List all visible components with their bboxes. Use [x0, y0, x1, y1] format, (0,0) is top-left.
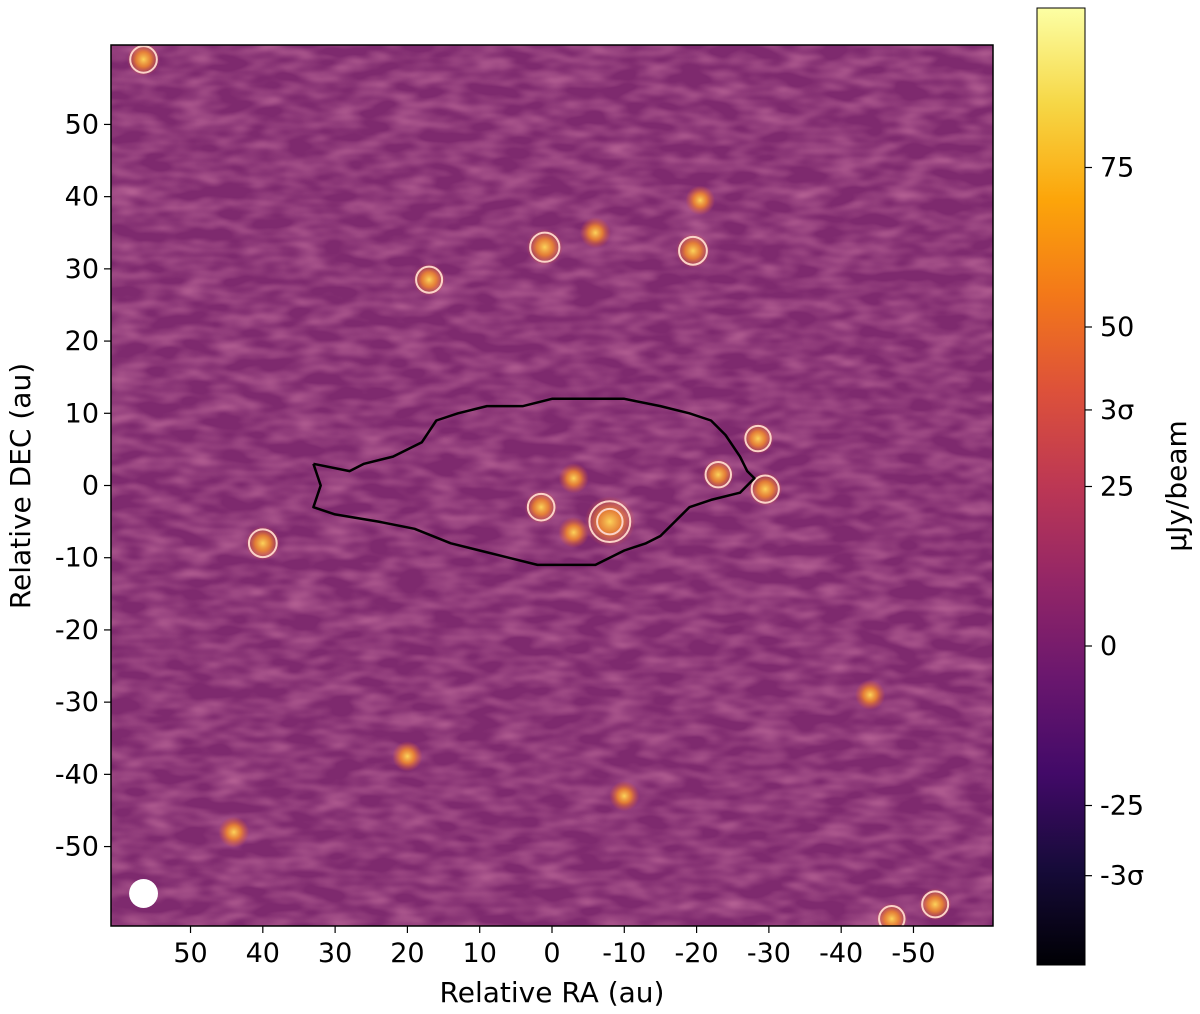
x-tick-label: 30: [318, 938, 352, 969]
x-tick-label: 10: [463, 938, 497, 969]
y-tick-label: -30: [55, 687, 99, 718]
bright-source: [126, 45, 161, 77]
bright-source: [875, 902, 908, 926]
bright-source: [918, 888, 952, 921]
beam-ellipse: [129, 879, 158, 908]
heatmap-panel: [111, 45, 993, 926]
x-tick-label: 40: [246, 938, 280, 969]
source-contour: [678, 235, 708, 266]
bright-source: [685, 185, 716, 216]
bright-source: [702, 458, 735, 491]
x-tick-label: 20: [390, 938, 424, 969]
x-tick-label: -50: [891, 938, 935, 969]
colorbar-tick-label: 75: [1100, 153, 1134, 184]
source-contour: [750, 474, 780, 504]
source-contour: [704, 460, 733, 489]
colorbar-tick-label: 50: [1100, 312, 1134, 343]
bright-source: [675, 233, 711, 269]
y-tick-label: 30: [65, 254, 99, 285]
bright-source: [742, 422, 774, 455]
colorbar-tick-label: 0: [1100, 631, 1117, 662]
colorbar-label: μJy/beam: [1160, 420, 1193, 552]
y-tick-label: -50: [55, 832, 99, 863]
x-axis-ticks: 50 40 30 20 10 0 -10 -20 -30 -40 -50: [173, 926, 936, 969]
bright-source: [526, 228, 564, 266]
source-contour: [921, 890, 950, 919]
bright-source: [579, 217, 611, 249]
source-contour: [588, 500, 632, 543]
disk-outline-contour: [312, 397, 756, 567]
y-tick-label: -40: [55, 759, 99, 790]
bright-source: [748, 472, 783, 507]
y-tick-label: -20: [55, 615, 99, 646]
bright-source: [412, 263, 446, 296]
x-tick-label: 0: [543, 938, 560, 969]
bright-source: [392, 741, 423, 772]
bright-source: [558, 463, 589, 494]
colorbar-tick-label: -3σ: [1100, 861, 1144, 892]
bright-source: [584, 496, 636, 548]
x-tick-label: 50: [173, 938, 207, 969]
bright-source: [218, 816, 250, 848]
colorbar-tick-label: 3σ: [1100, 395, 1134, 426]
contour-layer: [312, 397, 756, 567]
source-contour: [129, 45, 158, 74]
source-contour: [744, 424, 772, 453]
source-contour-inner: [596, 507, 624, 536]
source-contour: [247, 528, 278, 559]
y-axis-ticks: 50 40 30 20 10 0 -10 -20 -30 -40 -50: [55, 109, 111, 863]
y-tick-label: 0: [82, 471, 99, 502]
y-tick-label: 20: [65, 326, 99, 357]
source-contour: [529, 231, 561, 263]
colorbar-ticks: 75 50 3σ 25 0 -25 -3σ: [1085, 153, 1144, 892]
source-contour: [878, 905, 906, 926]
bright-source: [558, 516, 590, 548]
heatmap-noise-texture: [111, 45, 993, 926]
y-tick-label: 40: [65, 182, 99, 213]
colorbar: [1036, 7, 1086, 966]
y-tick-label: 10: [65, 398, 99, 429]
x-tick-label: -30: [747, 938, 791, 969]
x-tick-label: -10: [602, 938, 646, 969]
x-tick-label: -20: [675, 938, 719, 969]
bright-source: [245, 525, 281, 561]
colorbar-tick-label: 25: [1100, 472, 1134, 503]
bright-source: [609, 780, 640, 812]
x-tick-label: -40: [819, 938, 863, 969]
y-axis-label: Relative DEC (au): [4, 363, 37, 609]
source-contour: [526, 492, 556, 522]
colorbar-tick-label: -25: [1100, 791, 1144, 822]
source-contour: [415, 265, 444, 294]
bright-source: [524, 490, 558, 524]
bright-source: [854, 679, 886, 711]
y-tick-label: 50: [65, 109, 99, 140]
y-tick-label: -10: [55, 543, 99, 574]
x-axis-label: Relative RA (au): [440, 976, 665, 1009]
bright-sources: [126, 45, 952, 926]
